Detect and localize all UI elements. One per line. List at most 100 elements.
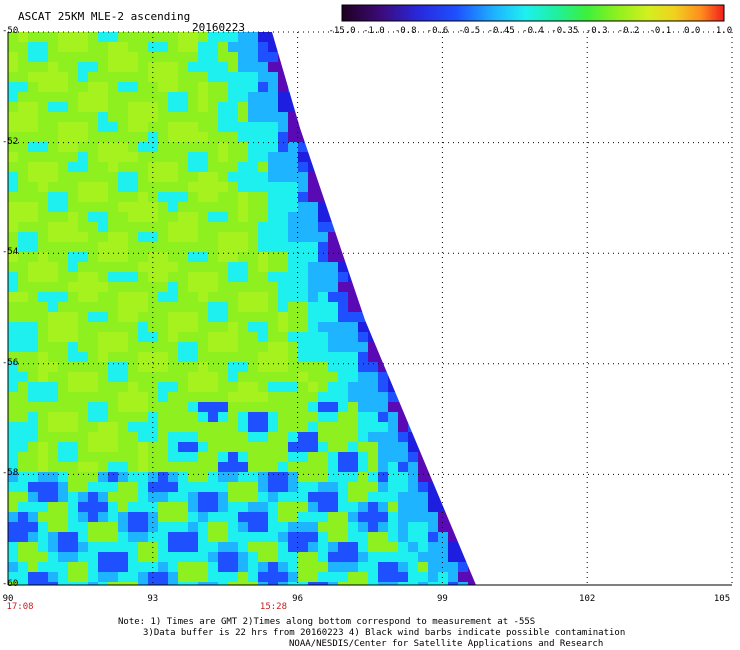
swath-cell <box>278 322 288 332</box>
swath-cell <box>428 512 438 522</box>
swath-cell <box>248 152 258 162</box>
swath-cell <box>228 552 238 562</box>
swath-cell <box>48 232 58 242</box>
swath-cell <box>128 532 138 542</box>
swath-cell <box>58 492 68 502</box>
swath-cell <box>128 42 138 52</box>
swath-cell <box>158 502 168 512</box>
swath-cell <box>18 262 28 272</box>
swath-cell <box>128 542 138 552</box>
swath-cell <box>458 112 468 122</box>
swath-cell <box>198 92 208 102</box>
swath-cell <box>298 422 308 432</box>
swath-cell <box>418 552 428 562</box>
swath-cell <box>168 542 178 552</box>
swath-cell <box>348 502 358 512</box>
swath-cell <box>358 372 368 382</box>
swath-cell <box>118 412 128 422</box>
swath-cell <box>268 72 278 82</box>
swath-cell <box>98 582 108 585</box>
swath-cell <box>238 392 248 402</box>
swath-cell <box>418 242 428 252</box>
swath-cell <box>118 62 128 72</box>
swath-cell <box>178 352 188 362</box>
swath-cell <box>268 62 278 72</box>
swath-cell <box>138 42 148 52</box>
swath-cell <box>278 502 288 512</box>
swath-cell <box>318 362 328 372</box>
swath-cell <box>358 452 368 462</box>
swath-cell <box>58 472 68 482</box>
swath-cell <box>368 362 378 372</box>
swath-cell <box>178 102 188 112</box>
swath-cell <box>78 332 88 342</box>
swath-cell <box>8 232 18 242</box>
swath-cell <box>238 132 248 142</box>
swath-cell <box>48 162 58 172</box>
swath-cell <box>58 542 68 552</box>
swath-cell <box>68 432 78 442</box>
swath-cell <box>288 532 298 542</box>
swath-cell <box>438 562 448 572</box>
swath-cell <box>468 142 476 152</box>
swath-cell <box>138 532 148 542</box>
swath-cell <box>38 42 48 52</box>
swath-cell <box>448 42 458 52</box>
swath-cell <box>478 582 488 592</box>
swath-cell <box>378 142 388 152</box>
swath-cell <box>108 462 118 472</box>
swath-cell <box>398 352 408 362</box>
swath-cell <box>218 542 228 552</box>
swath-cell <box>408 382 418 392</box>
swath-cell <box>438 572 448 582</box>
swath-cell <box>408 232 418 242</box>
swath-cell <box>28 262 38 272</box>
swath-cell <box>128 102 138 112</box>
swath-cell <box>178 582 188 585</box>
swath-cell <box>308 432 318 442</box>
swath-cell <box>58 432 68 442</box>
swath-cell <box>228 332 238 342</box>
swath-cell <box>208 72 218 82</box>
swath-cell <box>278 452 288 462</box>
swath-cell <box>368 102 378 112</box>
swath-cell <box>458 372 468 382</box>
swath-cell <box>198 402 208 412</box>
swath-cell <box>18 362 28 372</box>
swath-cell <box>448 322 458 332</box>
colorbar-label: -0.1 <box>649 26 672 36</box>
swath-cell <box>308 392 318 402</box>
swath-cell <box>248 82 258 92</box>
swath-cell <box>338 502 348 512</box>
swath-cell <box>198 472 208 482</box>
swath-cell <box>368 442 378 452</box>
swath-cell <box>48 422 58 432</box>
swath-cell <box>118 182 128 192</box>
swath-cell <box>108 562 118 572</box>
swath-cell <box>438 522 448 532</box>
swath-cell <box>448 492 458 502</box>
swath-cell <box>128 192 138 202</box>
swath-cell <box>38 492 48 502</box>
swath-cell <box>368 322 378 332</box>
swath-cell <box>478 542 488 552</box>
swath-cell <box>108 242 118 252</box>
swath-cell <box>98 452 108 462</box>
swath-cell <box>248 462 258 472</box>
swath-cell <box>88 532 98 542</box>
swath-cell <box>8 572 18 582</box>
swath-cell <box>418 62 428 72</box>
swath-cell <box>258 92 268 102</box>
swath-cell <box>228 312 238 322</box>
swath-cell <box>8 192 18 202</box>
swath-cell <box>278 292 288 302</box>
swath-cell <box>108 472 118 482</box>
swath-cell <box>438 312 448 322</box>
swath-cell <box>58 242 68 252</box>
swath-cell <box>348 282 358 292</box>
swath-cell <box>418 392 428 402</box>
swath-cell <box>248 192 258 202</box>
time-label: 17:08 <box>6 602 34 612</box>
swath-cell <box>328 232 338 242</box>
swath-cell <box>298 52 308 62</box>
